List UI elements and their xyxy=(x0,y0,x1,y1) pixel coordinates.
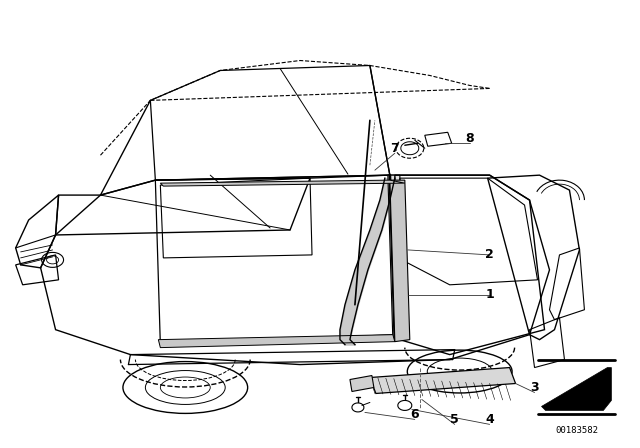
Text: 6: 6 xyxy=(410,408,419,421)
Text: 00183582: 00183582 xyxy=(555,426,598,435)
Polygon shape xyxy=(388,175,405,340)
Text: 7: 7 xyxy=(390,142,399,155)
Text: 2: 2 xyxy=(485,248,494,261)
Text: 3: 3 xyxy=(530,381,539,394)
Polygon shape xyxy=(541,367,611,410)
Text: 4: 4 xyxy=(485,413,494,426)
Polygon shape xyxy=(350,375,374,392)
Text: 1: 1 xyxy=(485,288,494,301)
Text: 5: 5 xyxy=(451,413,459,426)
Polygon shape xyxy=(390,180,410,342)
Polygon shape xyxy=(161,180,405,186)
Text: 8: 8 xyxy=(465,132,474,145)
Polygon shape xyxy=(158,335,395,348)
Polygon shape xyxy=(370,367,516,393)
